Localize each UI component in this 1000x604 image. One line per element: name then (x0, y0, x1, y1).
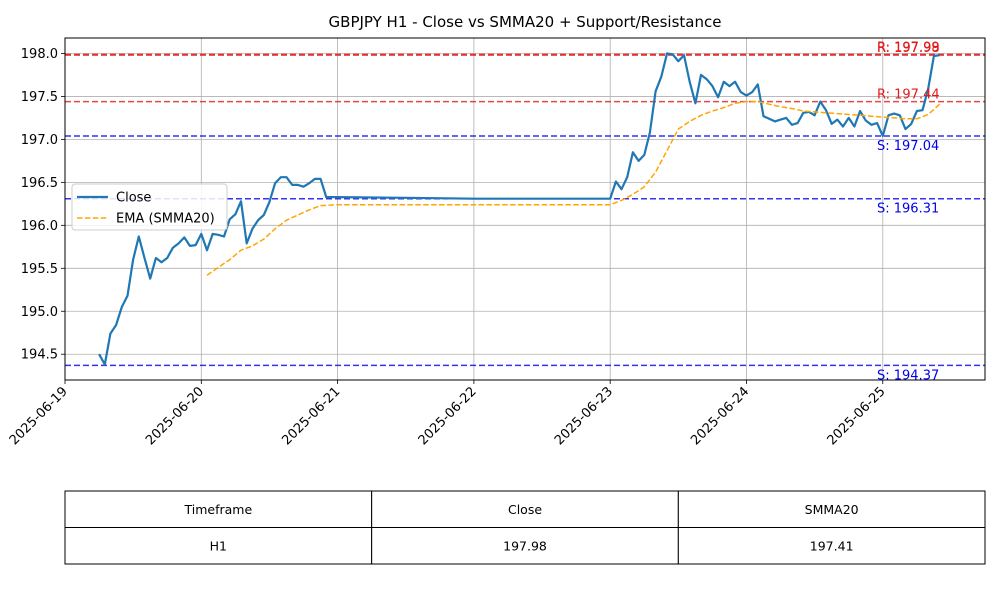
y-tick-label: 197.5 (21, 90, 58, 105)
data-table: Timeframe Close SMMA20 H1 197.98 197.41 (64, 490, 986, 565)
legend-label: Close (116, 191, 151, 206)
y-tick-label: 197.0 (21, 133, 58, 148)
table-cell (64, 527, 373, 565)
table-header-cell (64, 490, 373, 528)
chart-title: GBPJPY H1 - Close vs SMMA20 + Support/Re… (329, 13, 722, 31)
support-level-label: S: 197.04 (877, 139, 939, 154)
table-cell-text: H1 (210, 538, 227, 553)
y-tick-label: 196.5 (21, 176, 58, 191)
x-tick-label: 2025-06-20 (143, 384, 207, 448)
table-header-text: SMMA20 (805, 502, 859, 517)
y-tick-label: 195.0 (21, 305, 58, 320)
x-tick-label: 2025-06-22 (416, 384, 480, 448)
resistance-level-label: R: 197.44 (877, 88, 940, 103)
legend-label: EMA (SMMA20) (116, 212, 215, 227)
x-tick-label: 2025-06-24 (688, 384, 752, 448)
table-cell-text: 197.98 (503, 538, 547, 553)
y-tick-label: 194.5 (21, 348, 58, 363)
x-tick-label: 2025-06-25 (825, 384, 889, 448)
table-header-cell (371, 490, 679, 528)
table-header-cell (677, 490, 986, 528)
x-tick-label: 2025-06-23 (552, 384, 616, 448)
close-series-line (98, 52, 940, 366)
table-cell-text: 197.41 (810, 538, 854, 553)
support-level-label: S: 196.31 (877, 202, 939, 217)
y-tick-label: 198.0 (21, 47, 58, 62)
y-tick-label: 195.5 (21, 262, 58, 277)
x-tick-label: 2025-06-21 (279, 384, 343, 448)
support-level-label: S: 194.37 (877, 368, 939, 383)
axis-layer: 2025-06-19 2025-06-20 2025-06-21 2025-06-22… (7, 47, 889, 448)
resistance-level-label: R: 197.98 (877, 41, 940, 56)
series-layer (98, 52, 941, 366)
x-tick-label: 2025-06-19 (7, 384, 71, 448)
legend: Close EMA (SMMA20) (71, 183, 228, 231)
legend-box (71, 183, 228, 231)
table-header-text: Close (508, 502, 542, 517)
level-label-layer: R: 197.99R: 197.98 R: 197.44 S: 197.04 S: 1… (877, 40, 940, 383)
y-tick-label: 196.0 (21, 219, 58, 234)
table-cell (371, 527, 679, 565)
plot-frame (64, 37, 986, 381)
table-cell (677, 527, 986, 565)
smma20-series-line (206, 100, 941, 276)
table-header-text: Timeframe (183, 502, 252, 517)
resistance-level-label: R: 197.99 (877, 40, 940, 55)
